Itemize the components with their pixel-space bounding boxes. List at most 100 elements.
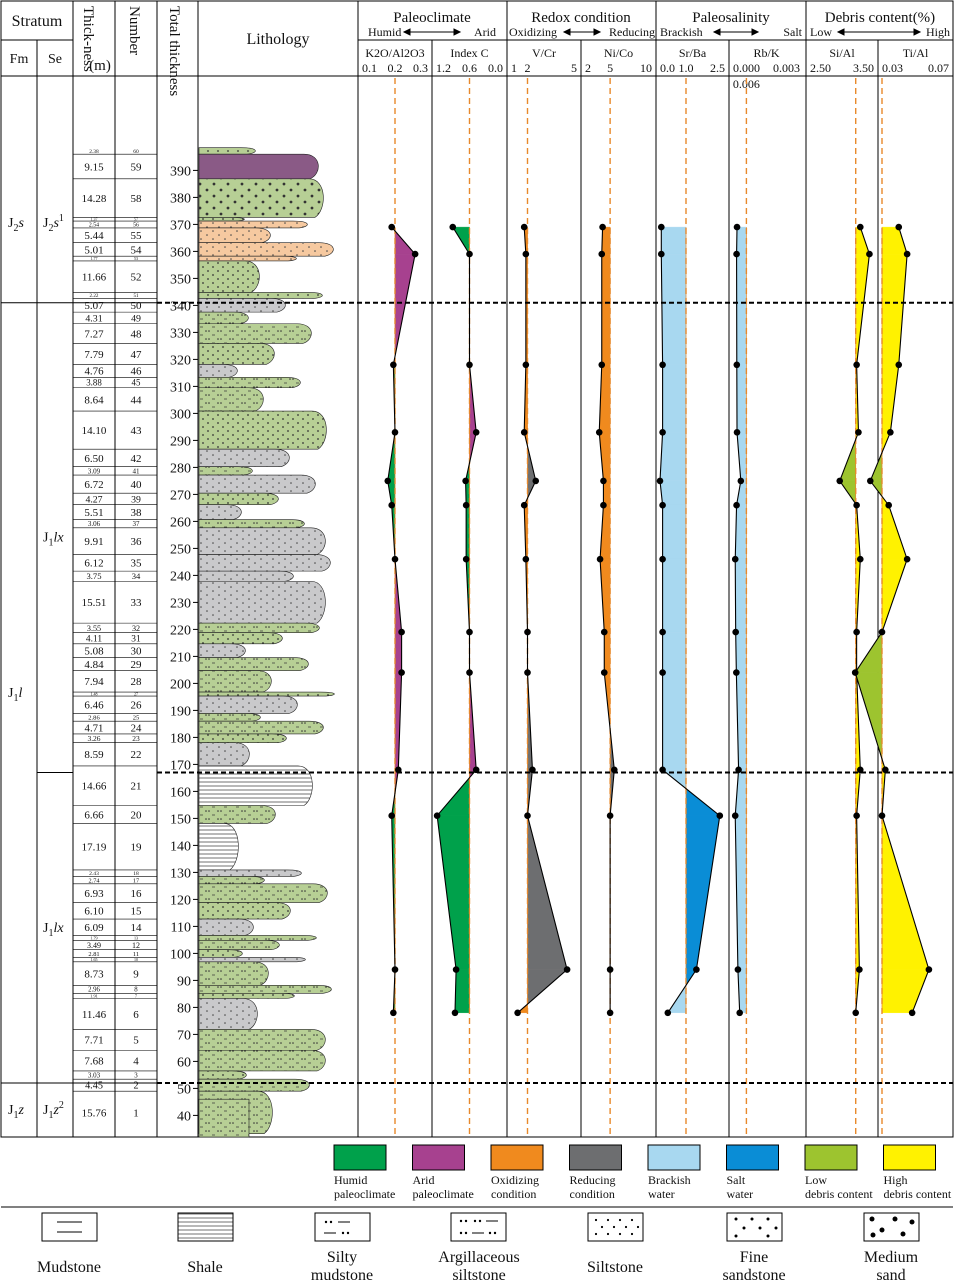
data-point [733, 361, 741, 369]
lithology-bed [198, 985, 332, 994]
proxy-area [881, 505, 908, 560]
data-point [595, 429, 603, 436]
lithology-bed [198, 670, 272, 693]
lithology-bed [198, 474, 316, 494]
data-point [908, 1009, 916, 1017]
lithology-bed [198, 1029, 326, 1051]
data-point [853, 501, 860, 509]
proxy-area [454, 969, 470, 1013]
lithology-bed [198, 292, 323, 299]
rock-label: Fine sandstone [722, 1249, 785, 1283]
group-left: Brackish [660, 25, 703, 39]
data-point [659, 766, 666, 774]
group-right: Arid [474, 25, 496, 39]
bed-number: 14 [131, 922, 143, 934]
bed-number: 53 [134, 256, 138, 261]
data-point [472, 429, 480, 436]
bed-thickness: 2.38 [89, 149, 99, 155]
bed-thickness: 3.06 [88, 520, 101, 528]
bed-number: 29 [131, 659, 143, 671]
data-point [856, 555, 864, 563]
data-point [524, 669, 531, 676]
data-point [520, 429, 528, 436]
depth-tick-label: 210 [170, 650, 191, 665]
se-header: Se [48, 52, 62, 67]
lithology-bed [198, 949, 243, 958]
legend-label: condition [491, 1187, 536, 1201]
lithology-bed [198, 504, 242, 520]
bed-number: 35 [131, 558, 143, 570]
bed-number: 30 [131, 646, 143, 658]
lithology-bed [198, 1049, 326, 1072]
legend-label: Oxidizing [491, 1173, 539, 1187]
data-point [388, 223, 396, 231]
bed-number: 27 [134, 691, 138, 696]
legend-swatch [647, 1144, 701, 1171]
bed-number: 57 [134, 217, 138, 222]
depth-tick-label: 270 [170, 488, 191, 503]
depth-tick-label: 70 [177, 1028, 191, 1043]
depth-tick-label: 330 [170, 326, 191, 341]
table-header [0, 0, 954, 1138]
depth-tick-label: 190 [170, 704, 191, 719]
bed-number: 28 [131, 676, 143, 688]
lithology-bed [198, 519, 305, 529]
tick-label: 1.0 [679, 61, 694, 75]
legend-label: Low [805, 1173, 827, 1187]
tick-label: 0.003 [773, 61, 800, 75]
depth-tick-label: 50 [177, 1082, 191, 1097]
data-point [855, 429, 862, 436]
proxy-area [855, 226, 870, 255]
lithology-bed [198, 720, 324, 735]
bed-thickness: 5.01 [84, 244, 103, 256]
data-point [600, 669, 608, 676]
rock-label: Siltstone [587, 1259, 643, 1276]
lithology-bed [198, 1078, 310, 1092]
bed-number: 60 [133, 149, 139, 155]
legend-label: paleoclimate [334, 1187, 395, 1201]
depth-tick-label: 200 [170, 677, 191, 692]
rock-label: Shale [187, 1259, 223, 1276]
data-point [384, 477, 392, 485]
formation-label: J2s [8, 216, 24, 234]
bed-thickness: 15.51 [82, 597, 107, 609]
data-point [391, 966, 399, 973]
proxy-area [661, 226, 687, 255]
proxy-area [661, 253, 687, 365]
bed-thickness: 2.74 [89, 877, 101, 884]
bed-thickness: 5.44 [84, 230, 104, 242]
bed-number: 21 [131, 781, 142, 793]
thickness-unit: (m) [89, 58, 111, 74]
data-point [659, 669, 666, 676]
data-point [390, 361, 397, 369]
data-point [611, 766, 618, 774]
data-point [664, 1009, 672, 1017]
stratum-header: Stratum [12, 13, 63, 30]
bed-number: 22 [131, 749, 142, 761]
series-name: K2O/Al2O3 [365, 46, 424, 60]
data-point [856, 223, 864, 231]
bed-number: 9 [133, 968, 139, 980]
depth-tick-label: 390 [170, 164, 191, 179]
depth-tick-label: 60 [177, 1055, 191, 1070]
tick-label: 0.0 [660, 61, 675, 75]
number-header: Number [126, 6, 142, 55]
bed-thickness: 5.51 [84, 507, 103, 519]
lithology-bed [198, 643, 246, 658]
shale-swatch [177, 1212, 234, 1242]
data-point [522, 555, 530, 563]
bed-thickness: 4.76 [84, 366, 104, 378]
lithology-bed [198, 448, 290, 467]
bed-number: 26 [131, 700, 143, 712]
data-point [856, 966, 863, 973]
depth-tick-label: 120 [170, 893, 191, 908]
bed-thickness: 3.75 [86, 571, 101, 581]
lithology-bed [198, 343, 275, 365]
depth-tick-label: 280 [170, 461, 191, 476]
bed-number: 58 [131, 193, 143, 205]
lithology-bed [198, 765, 313, 806]
lithology-bed [198, 570, 294, 582]
legend-label: paleoclimate [413, 1187, 474, 1201]
group-arrows [402, 28, 922, 36]
data-point [462, 555, 470, 563]
